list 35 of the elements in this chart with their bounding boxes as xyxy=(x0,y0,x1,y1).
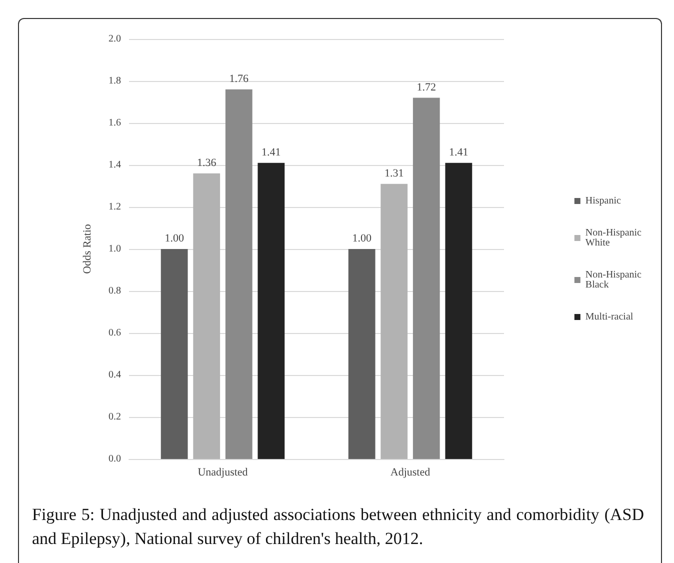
text: 1.0 xyxy=(108,244,121,254)
text: 1.6 xyxy=(108,118,121,128)
bar xyxy=(160,249,188,459)
data-label: 1.72 xyxy=(416,81,436,94)
text: 0.8 xyxy=(108,286,121,296)
bar xyxy=(225,89,252,459)
data-label: 1.00 xyxy=(352,232,372,244)
text: 0.2 xyxy=(108,412,121,422)
bar xyxy=(258,162,285,459)
legend-label: Hispanic xyxy=(585,196,622,206)
text: 0.0 xyxy=(108,454,121,464)
legend-label: Multi-racial xyxy=(585,312,634,322)
bar xyxy=(445,162,472,459)
text: 1.4 xyxy=(108,160,121,170)
data-label: 1.41 xyxy=(449,146,468,158)
bar xyxy=(193,173,220,459)
bar xyxy=(380,184,408,459)
data-label: 1.31 xyxy=(384,167,404,180)
bar xyxy=(412,98,440,459)
text: 0.4 xyxy=(108,370,121,380)
legend-label: Non-Hispanic Black xyxy=(585,270,644,290)
caption: Figure 5: Unadjusted and adjusted associations between ethnicity and comorbidity (ASD and Epilepsy), National survey of children's health, 2012. xyxy=(32,504,644,550)
text: 2.0 xyxy=(108,34,121,44)
data-label: 1.41 xyxy=(262,146,281,158)
data-label: 1.00 xyxy=(164,232,184,244)
data-label: 1.36 xyxy=(196,156,217,169)
text: 0.6 xyxy=(108,328,121,338)
text: 1.2 xyxy=(108,202,121,212)
x-tick-label: Unadjusted xyxy=(198,466,248,478)
y-axis-title: Odds Ratio xyxy=(82,224,94,274)
text: 1.8 xyxy=(108,76,121,86)
legend-label: Non-Hispanic White xyxy=(585,228,644,248)
bar xyxy=(348,249,376,459)
x-tick-label: Adjusted xyxy=(390,466,431,478)
data-label: 1.76 xyxy=(229,72,250,85)
